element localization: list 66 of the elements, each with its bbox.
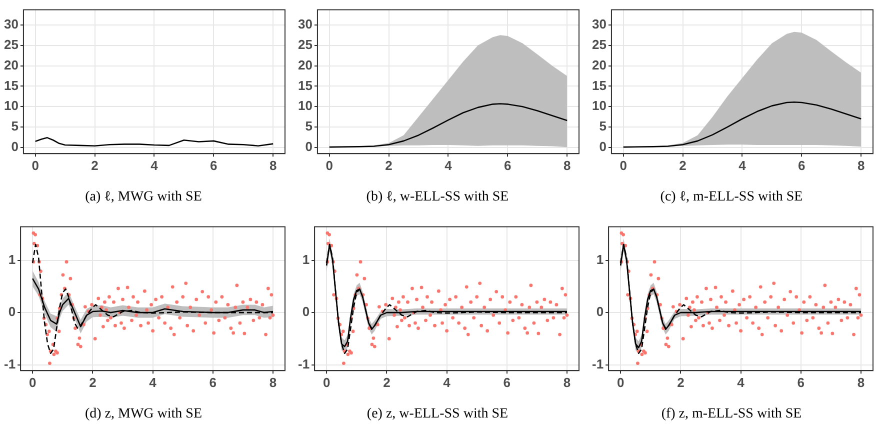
text: (f) z, m-ELL-SS with SE <box>661 406 802 422</box>
y-tick-label: 0 <box>599 139 606 154</box>
x-tick-label: 0 <box>32 158 39 173</box>
y-tick-label: 20 <box>298 57 312 72</box>
x-tick-label: 4 <box>149 374 158 390</box>
y-tick-label: 0 <box>596 304 604 320</box>
text: (c) ℓ, m-ELL-SS with SE <box>660 189 803 204</box>
x-tick-label: 0 <box>616 374 624 390</box>
y-tick-label: 5 <box>11 118 18 134</box>
y-tick-label: -1 <box>298 356 310 372</box>
x-tick-label: 6 <box>797 374 804 390</box>
x-tick-label: 8 <box>269 158 277 173</box>
x-tick-label: 2 <box>677 374 684 390</box>
x-tick-label: 0 <box>326 158 333 173</box>
x-tick-label: 6 <box>209 374 216 390</box>
x-tick-label: 4 <box>737 374 746 390</box>
y-tick-label: 5 <box>599 118 606 134</box>
x-tick-label: 6 <box>798 158 806 173</box>
y-tick-label: 30 <box>298 16 312 32</box>
text: (d) z, MWG with SE <box>84 406 202 422</box>
y-tick-label: 20 <box>4 57 18 72</box>
x-tick-label: 2 <box>679 158 686 173</box>
x-tick-label: 2 <box>89 374 96 390</box>
x-tick-label: 2 <box>91 158 98 173</box>
y-tick-label: 10 <box>298 98 312 114</box>
x-tick-label: 0 <box>620 158 627 173</box>
y-tick-label: 25 <box>592 36 606 52</box>
y-tick-label: 0 <box>302 304 310 320</box>
x-tick-label: 4 <box>738 158 747 173</box>
y-tick-label: 20 <box>592 57 606 72</box>
y-tick-label: 1 <box>302 252 310 267</box>
x-tick-label: 8 <box>563 158 571 173</box>
text: (b) ℓ, w-ELL-SS with SE <box>366 189 509 204</box>
y-tick-label: 25 <box>298 36 312 52</box>
x-tick-label: 8 <box>857 158 865 173</box>
y-tick-label: 0 <box>305 139 312 154</box>
x-tick-label: 6 <box>210 158 218 173</box>
y-tick-label: 30 <box>4 16 18 32</box>
x-tick-label: 6 <box>504 158 512 173</box>
text: (e) z, w-ELL-SS with SE <box>366 406 508 422</box>
text: (a) ℓ, MWG with SE <box>85 189 202 204</box>
y-tick-label: 15 <box>298 78 312 93</box>
y-tick-label: 15 <box>4 78 18 93</box>
x-tick-label: 8 <box>563 374 571 390</box>
y-tick-label: -1 <box>4 356 16 372</box>
y-tick-label: 1 <box>596 252 604 267</box>
y-tick-label: 1 <box>8 252 16 267</box>
y-tick-label: -1 <box>592 356 604 372</box>
y-tick-label: 30 <box>592 16 606 32</box>
x-tick-label: 2 <box>385 158 392 173</box>
x-tick-label: 6 <box>503 374 510 390</box>
x-tick-label: 4 <box>443 374 452 390</box>
y-tick-label: 0 <box>8 304 16 320</box>
y-tick-label: 5 <box>305 118 312 134</box>
y-tick-label: 25 <box>4 36 18 52</box>
x-tick-label: 8 <box>269 374 277 390</box>
x-tick-label: 0 <box>322 374 330 390</box>
x-tick-label: 8 <box>857 374 865 390</box>
x-tick-label: 4 <box>150 158 159 173</box>
x-tick-label: 0 <box>28 374 36 390</box>
y-tick-label: 10 <box>592 98 606 114</box>
y-tick-label: 0 <box>11 139 18 154</box>
x-tick-label: 4 <box>444 158 453 173</box>
y-tick-label: 10 <box>4 98 18 114</box>
x-tick-label: 2 <box>383 374 390 390</box>
y-tick-label: 15 <box>592 78 606 93</box>
